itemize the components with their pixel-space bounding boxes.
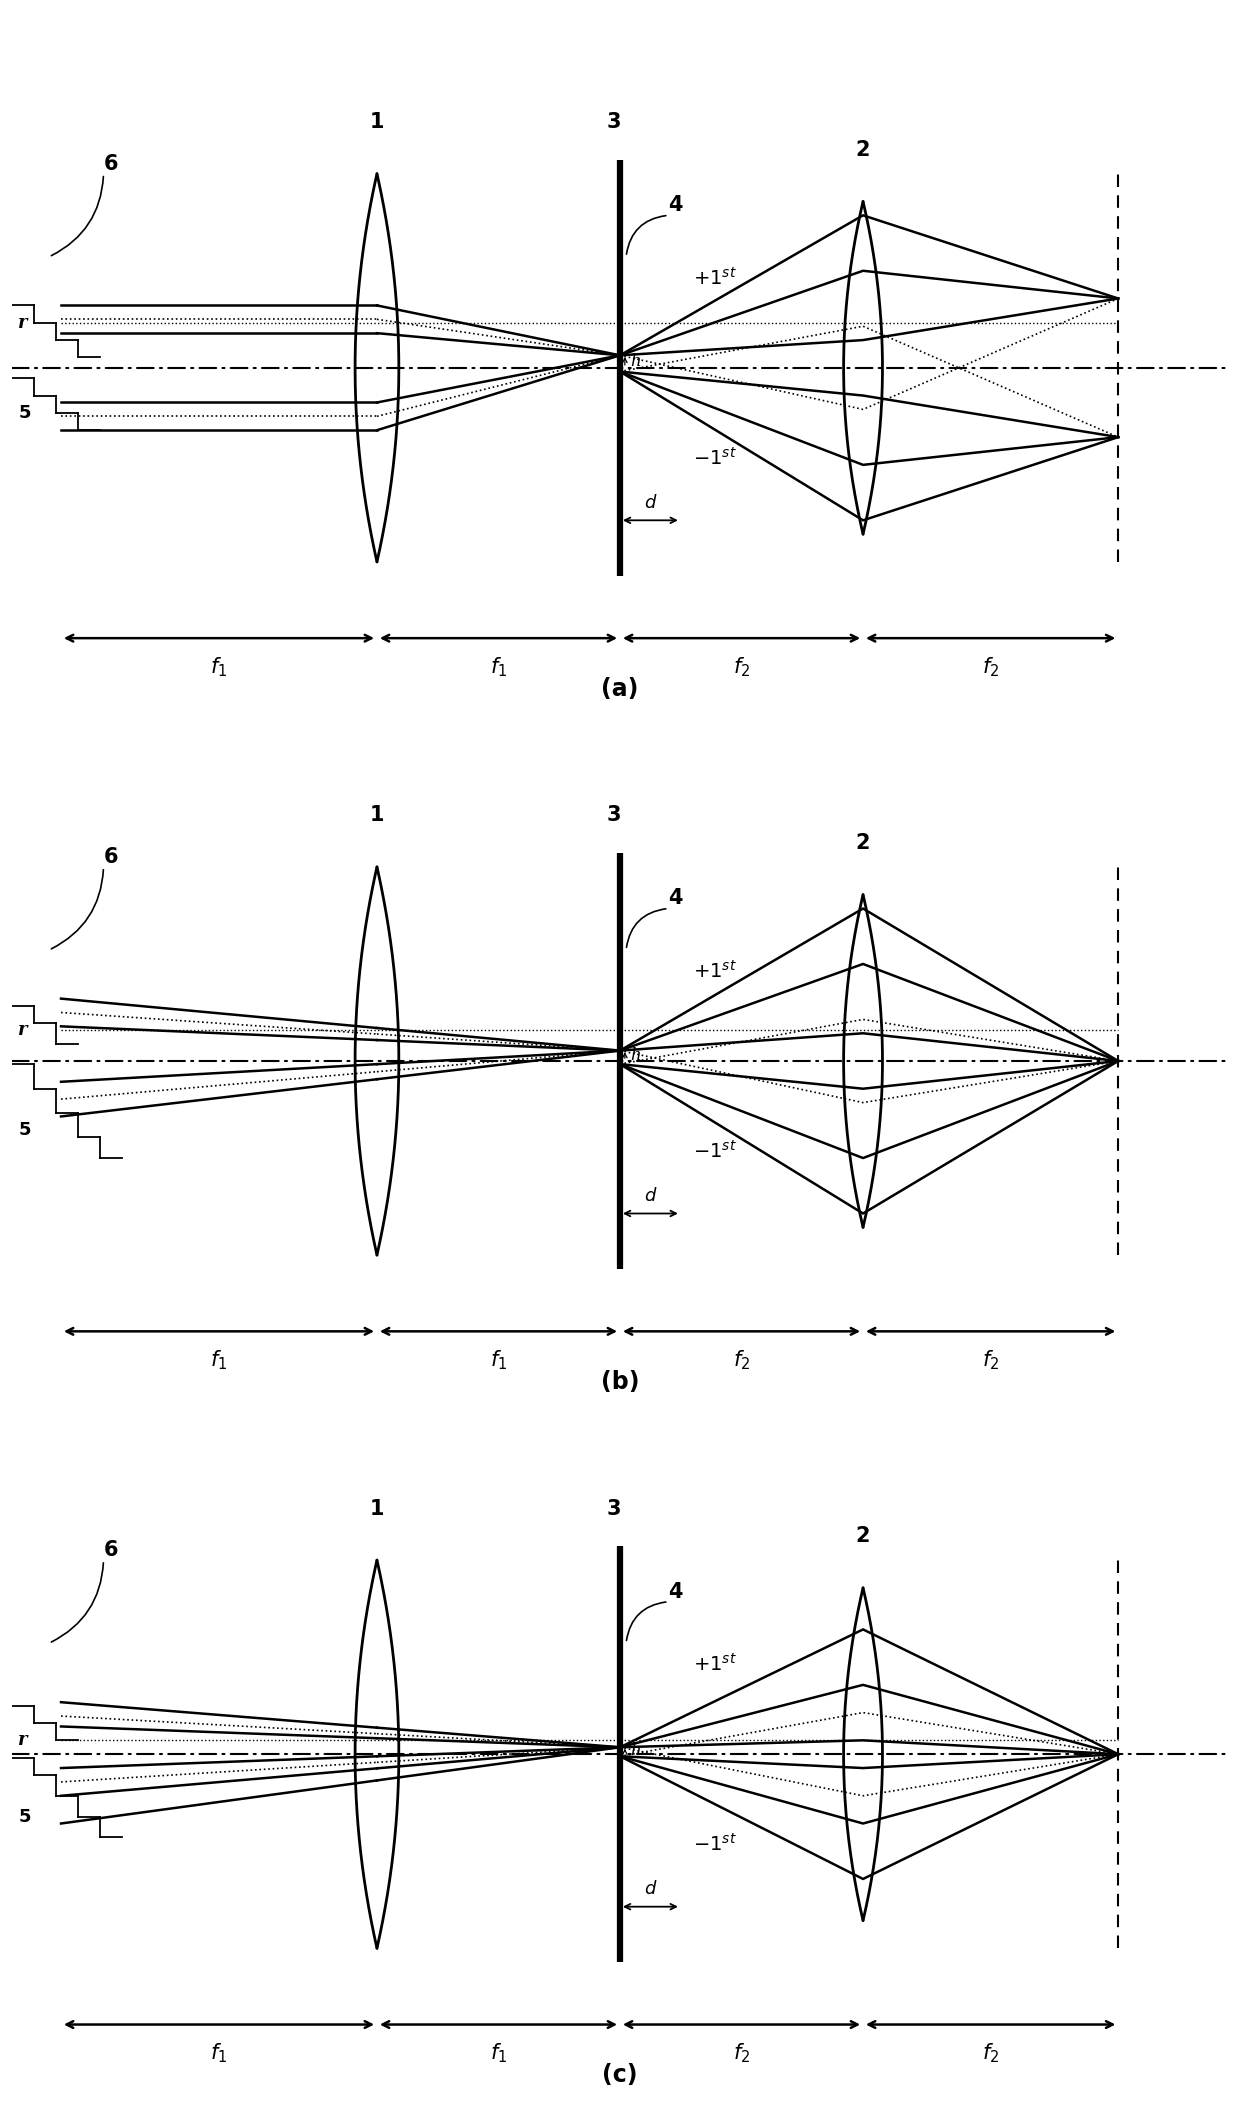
Text: 5: 5 — [19, 1120, 31, 1140]
Text: 3: 3 — [606, 806, 621, 825]
Text: 4: 4 — [668, 195, 683, 214]
Text: $f_1$: $f_1$ — [211, 2041, 228, 2065]
Text: $f_2$: $f_2$ — [982, 656, 999, 679]
Text: $d$: $d$ — [644, 1186, 657, 1205]
Text: $-1^{st}$: $-1^{st}$ — [693, 1833, 737, 1855]
Text: $f_1$: $f_1$ — [490, 2041, 507, 2065]
Text: r: r — [19, 1732, 29, 1749]
Text: 3: 3 — [606, 112, 621, 132]
Text: 2: 2 — [856, 834, 870, 853]
Text: 6: 6 — [103, 153, 118, 174]
Text: $f_1$: $f_1$ — [490, 656, 507, 679]
Text: (a): (a) — [601, 677, 639, 700]
Text: $f_1$: $f_1$ — [211, 656, 228, 679]
Text: h: h — [630, 1048, 641, 1065]
Text: (b): (b) — [600, 1369, 640, 1394]
Text: 1: 1 — [370, 806, 384, 825]
Text: h: h — [630, 352, 641, 369]
Text: 5: 5 — [19, 403, 31, 422]
Text: 6: 6 — [103, 847, 118, 868]
Text: $d$: $d$ — [644, 1880, 657, 1899]
Text: $+1^{st}$: $+1^{st}$ — [693, 959, 737, 982]
Text: $f_2$: $f_2$ — [733, 1350, 750, 1373]
Text: 2: 2 — [856, 140, 870, 159]
Text: $d$: $d$ — [644, 494, 657, 511]
Text: h: h — [630, 1742, 641, 1759]
Text: 5: 5 — [19, 1808, 31, 1825]
Text: $f_1$: $f_1$ — [490, 1350, 507, 1373]
Text: 6: 6 — [103, 1541, 118, 1560]
Text: r: r — [19, 1021, 29, 1040]
Text: $f_2$: $f_2$ — [982, 2041, 999, 2065]
Text: $f_2$: $f_2$ — [733, 2041, 750, 2065]
Text: (c): (c) — [603, 2063, 637, 2086]
Text: 1: 1 — [370, 1498, 384, 1519]
Text: 3: 3 — [606, 1498, 621, 1519]
Text: $+1^{st}$: $+1^{st}$ — [693, 1653, 737, 1674]
Text: 1: 1 — [370, 112, 384, 132]
Text: $-1^{st}$: $-1^{st}$ — [693, 1140, 737, 1163]
Text: $+1^{st}$: $+1^{st}$ — [693, 267, 737, 289]
Text: 4: 4 — [668, 889, 683, 908]
Text: 2: 2 — [856, 1526, 870, 1547]
Text: $f_1$: $f_1$ — [211, 1350, 228, 1373]
Text: $-1^{st}$: $-1^{st}$ — [693, 448, 737, 469]
Text: 4: 4 — [668, 1581, 683, 1602]
Text: r: r — [19, 314, 29, 331]
Text: $f_2$: $f_2$ — [733, 656, 750, 679]
Text: $f_2$: $f_2$ — [982, 1350, 999, 1373]
